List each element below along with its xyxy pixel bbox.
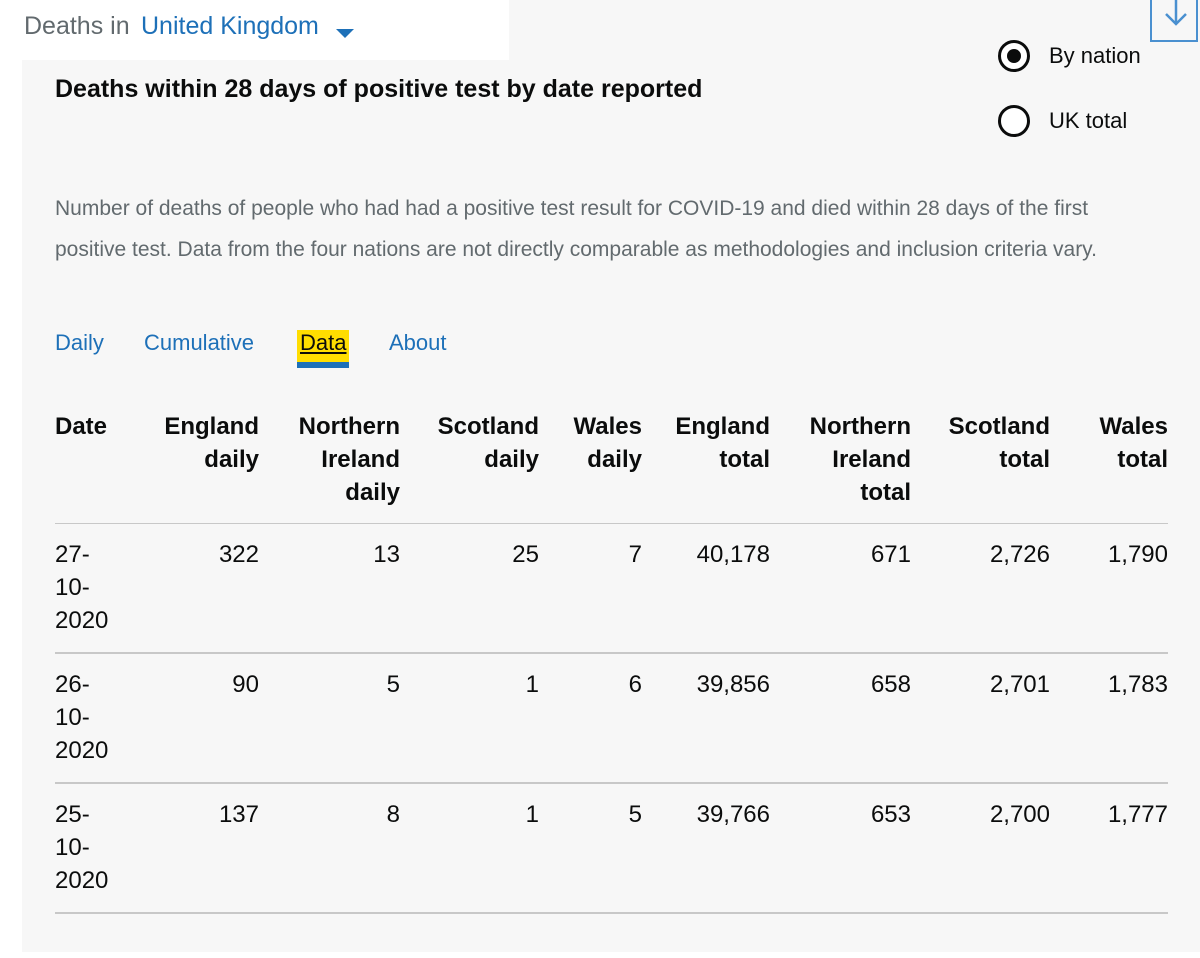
tab-daily[interactable]: Daily [55,330,104,355]
tab-data[interactable]: Data [297,330,350,368]
table-row: 27- 10- 2020 322 13 25 7 40,178 671 2,726 1,790 [55,523,1168,654]
cell-date: 25- 10- 2020 [55,783,115,914]
header-england-daily: England daily [115,404,259,524]
radio-uk-total[interactable]: UK total [998,105,1127,137]
card-description: Number of deaths of people who had had a… [55,197,1097,261]
cell-value: 1 [400,783,539,914]
date-part: 2020 [55,737,109,764]
date-part: 10- [55,574,90,601]
cell-value: 5 [539,783,642,914]
header-text: daily [484,446,539,473]
header-text: total [1117,446,1168,473]
cell-value: 2,700 [911,783,1050,914]
area-selector-value[interactable]: United Kingdom [141,12,319,40]
date-part: 2020 [55,607,109,634]
date-part: 10- [55,834,90,861]
radio-uk-total-label[interactable]: UK total [1049,108,1128,133]
header-wales-daily: Wales daily [539,404,642,524]
date-part: 26- [55,671,90,698]
table-row: 25- 10- 2020 137 8 1 5 39,766 653 2,700 1,777 [55,783,1168,914]
radio-by-nation-label[interactable]: By nation [1049,43,1141,68]
cell-value: 1,783 [1050,653,1168,784]
header-scotland-daily: Scotland daily [400,404,539,524]
date-part: 10- [55,704,90,731]
radio-uk-total-control[interactable] [998,105,1030,137]
header-text: Date [55,413,108,440]
header-text: Ireland [321,446,400,473]
data-table: Date England daily Northern Ireland daily S… [55,404,1168,914]
download-button[interactable] [1150,0,1198,42]
header-text: Ireland [832,446,911,473]
cell-value: 653 [770,783,911,914]
cell-value: 5 [259,653,400,784]
cell-value: 90 [115,653,259,784]
header-text: England [164,413,259,440]
cell-value: 2,701 [911,653,1050,784]
table-row: 26- 10- 2020 90 5 1 6 39,856 658 2,701 1,783 [55,653,1168,784]
cell-value: 1 [400,653,539,784]
date-part: 2020 [55,867,109,894]
area-selector-label: Deaths in [24,12,130,40]
cell-value: 40,178 [642,523,770,654]
cell-date: 26- 10- 2020 [55,653,115,784]
header-england-total: England total [642,404,770,524]
header-text: Scotland [437,413,539,440]
cell-value: 658 [770,653,911,784]
header-date: Date [55,404,115,524]
radio-selected-dot [1007,49,1021,63]
radio-by-nation-control[interactable] [998,40,1030,72]
cell-value: 13 [259,523,400,654]
cell-value: 25 [400,523,539,654]
header-scotland-total: Scotland total [911,404,1050,524]
date-part: 25- [55,801,90,828]
cell-date: 27- 10- 2020 [55,523,115,654]
cell-value: 1,790 [1050,523,1168,654]
header-text: Wales [573,413,642,440]
header-text: total [719,446,770,473]
table-header-row: Date England daily Northern Ireland daily S… [55,404,1168,524]
cell-value: 39,766 [642,783,770,914]
header-text: daily [204,446,259,473]
header-wales-total: Wales total [1050,404,1168,524]
header-text: total [999,446,1050,473]
cell-value: 1,777 [1050,783,1168,914]
cell-value: 8 [259,783,400,914]
area-selector[interactable]: Deaths in United Kingdom [22,0,509,60]
cell-value: 2,726 [911,523,1050,654]
header-text: Northern [298,413,400,440]
card-title: Deaths within 28 days of positive test b… [55,75,703,103]
header-text: Wales [1099,413,1168,440]
download-icon [1165,0,1187,26]
cell-value: 6 [539,653,642,784]
caret-down-icon[interactable] [336,29,354,38]
date-part: 27- [55,541,90,568]
header-northern-ireland-total: Northern Ireland total [770,404,911,524]
cell-value: 39,856 [642,653,770,784]
cell-value: 671 [770,523,911,654]
header-text: daily [587,446,642,473]
header-text: total [860,479,911,506]
tab-about[interactable]: About [389,330,447,355]
cell-value: 137 [115,783,259,914]
table-body: 27- 10- 2020 322 13 25 7 40,178 671 2,726 1,790 26-… [55,523,1168,914]
cell-value: 322 [115,523,259,654]
header-text: Northern [809,413,911,440]
header-text: England [675,413,770,440]
header-text: daily [345,479,400,506]
header-northern-ireland-daily: Northern Ireland daily [259,404,400,524]
header-text: Scotland [948,413,1050,440]
cell-value: 7 [539,523,642,654]
tab-cumulative[interactable]: Cumulative [144,330,255,355]
radio-by-nation[interactable]: By nation [998,40,1141,72]
